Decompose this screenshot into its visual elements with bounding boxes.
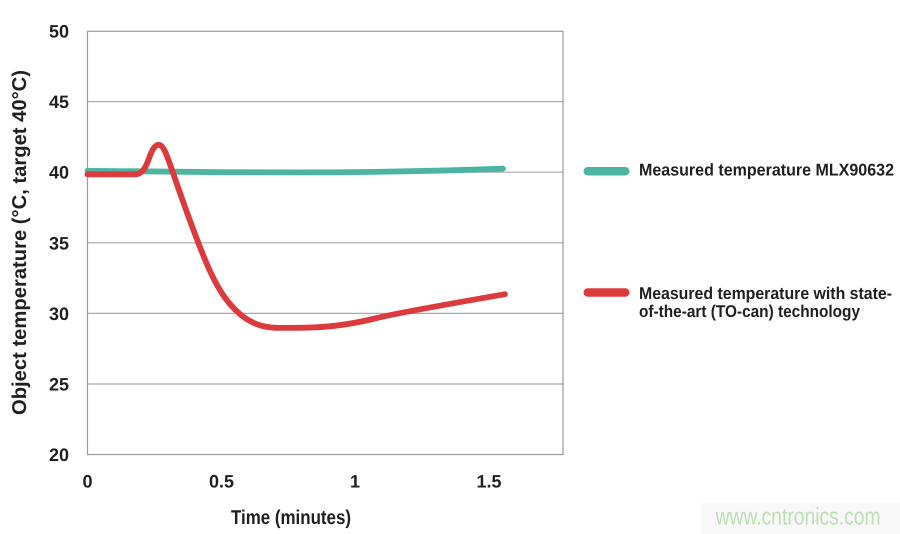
svg-text:0: 0	[82, 472, 92, 492]
svg-text:1.5: 1.5	[476, 472, 501, 492]
svg-text:of-the-art (TO-can) technology: of-the-art (TO-can) technology	[639, 302, 860, 321]
svg-text:35: 35	[49, 233, 69, 253]
svg-text:50: 50	[49, 22, 69, 42]
svg-text:1: 1	[350, 472, 360, 492]
svg-text:40: 40	[49, 163, 69, 183]
svg-text:Measured temperature MLX90632: Measured temperature MLX90632	[639, 161, 894, 180]
svg-text:25: 25	[49, 375, 69, 395]
svg-text:Time (minutes): Time (minutes)	[231, 507, 351, 529]
svg-text:20: 20	[49, 445, 69, 465]
svg-text:www.cntronics.com: www.cntronics.com	[715, 504, 881, 531]
svg-text:45: 45	[49, 92, 69, 112]
svg-text:Object temperature (°C, target: Object temperature (°C, target 40°C)	[9, 70, 31, 415]
svg-text:Measured temperature with stat: Measured temperature with state-	[639, 284, 892, 303]
svg-text:30: 30	[49, 304, 69, 324]
svg-text:0.5: 0.5	[209, 472, 234, 492]
